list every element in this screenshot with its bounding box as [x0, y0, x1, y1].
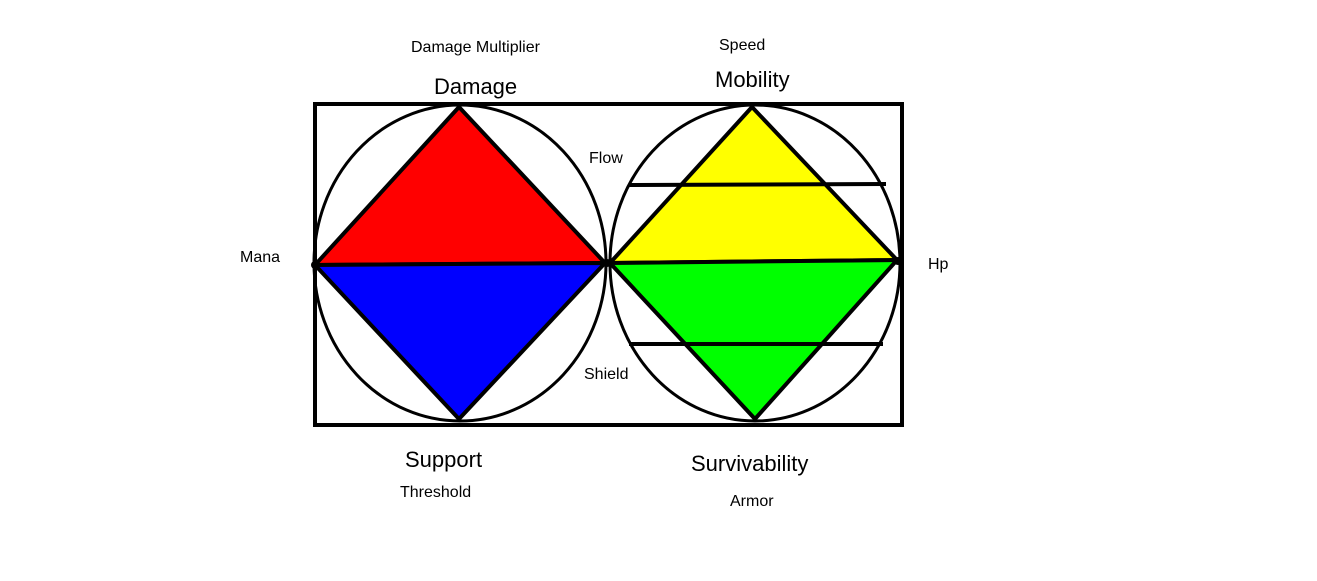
threshold-label: Threshold	[400, 484, 472, 501]
center-join	[603, 259, 611, 267]
damage-triangle	[313, 105, 607, 267]
survivability-label: Survivability	[691, 451, 809, 476]
upper-threshold-line	[628, 182, 887, 187]
support-triangle	[313, 261, 607, 421]
mobility-label: Mobility	[715, 67, 790, 92]
damage-multiplier-label: Damage Multiplier	[411, 39, 540, 56]
shield-label: Shield	[584, 366, 629, 383]
survivability-triangle	[608, 258, 899, 421]
support-label: Support	[405, 447, 483, 472]
right-join	[894, 257, 902, 265]
armor-label: Armor	[730, 493, 774, 510]
left-join	[311, 261, 319, 269]
speed-label: Speed	[719, 37, 766, 54]
flow-label: Flow	[589, 150, 623, 167]
hp-label: Hp	[928, 256, 949, 273]
mana-label: Mana	[240, 249, 281, 266]
damage-label: Damage	[434, 74, 518, 99]
